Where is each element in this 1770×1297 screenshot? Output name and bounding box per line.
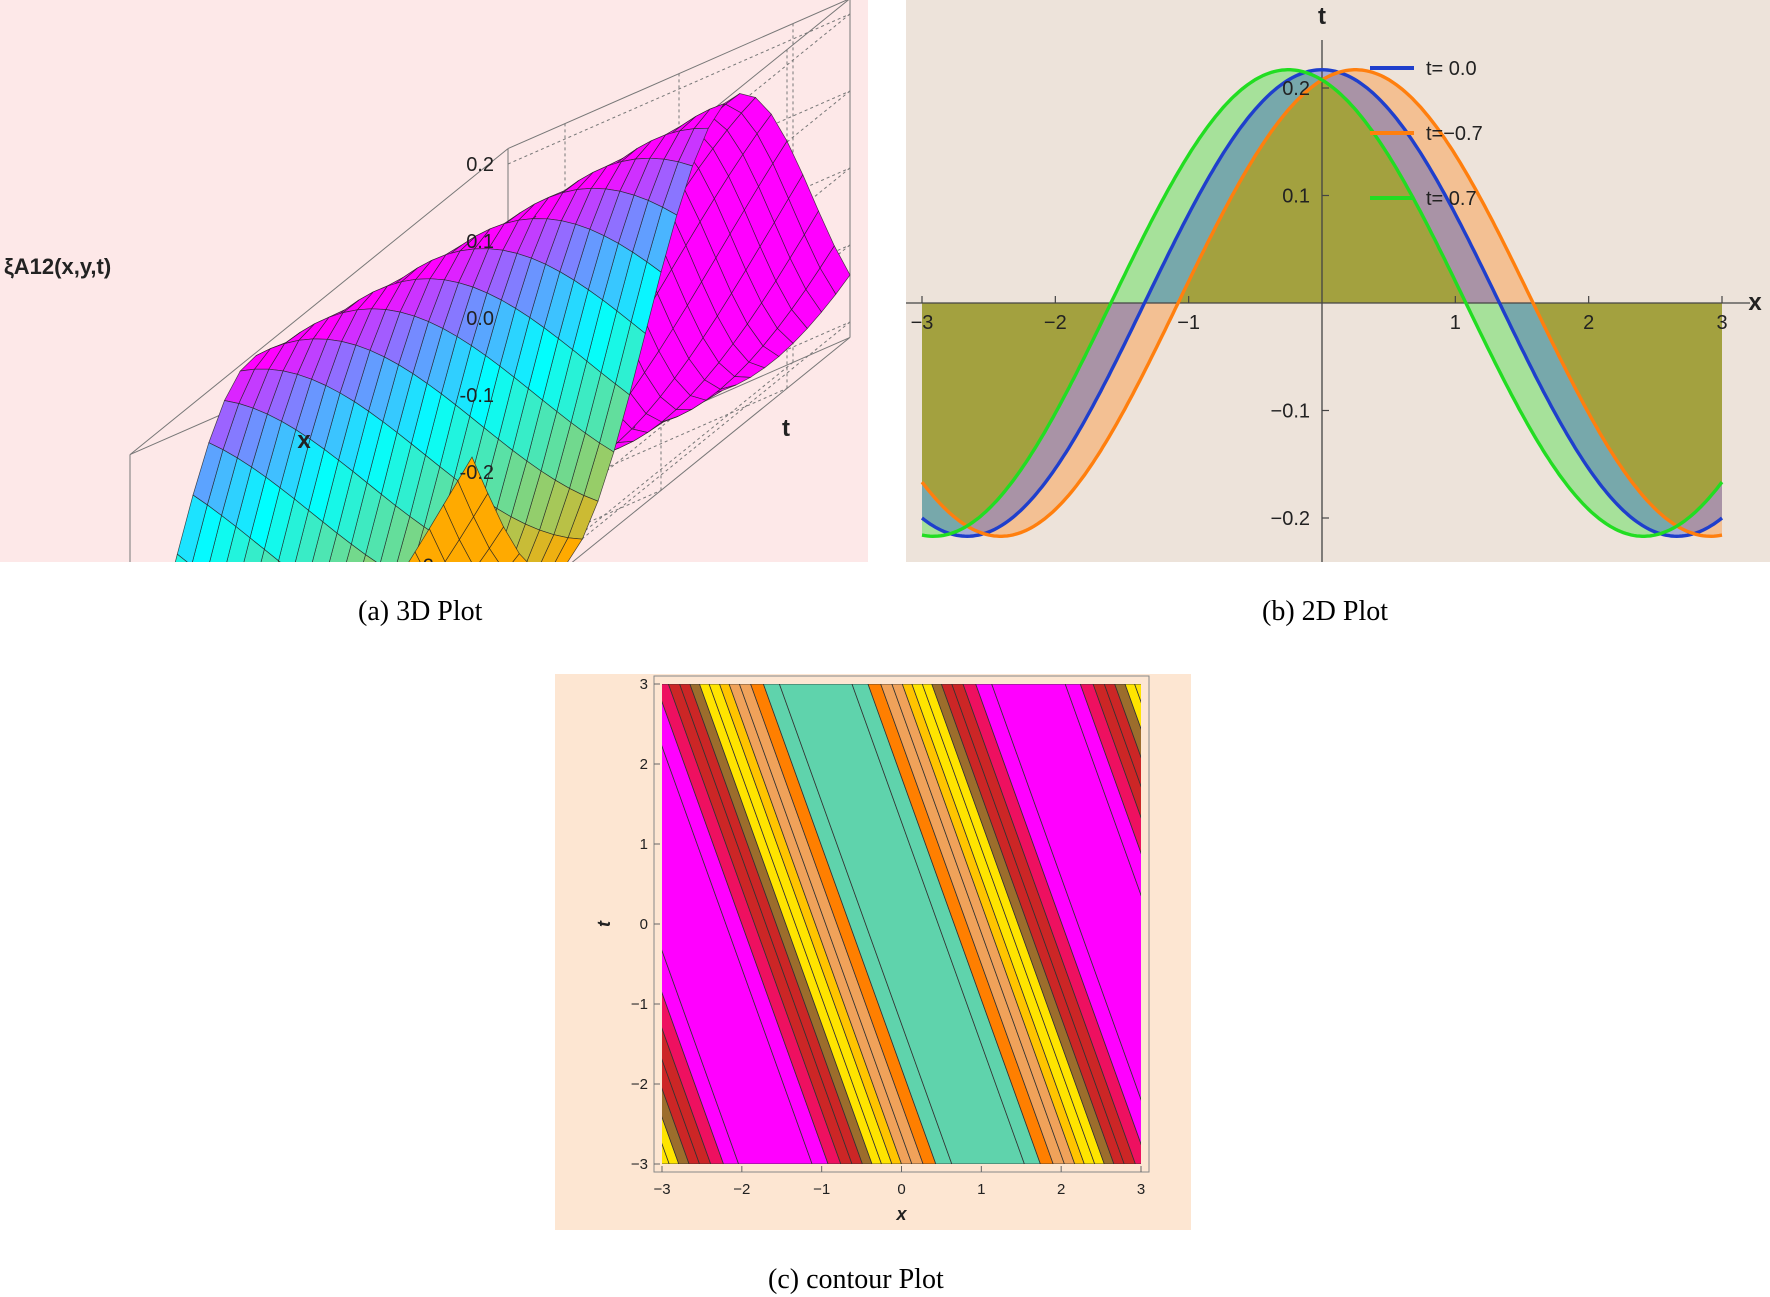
y-tick-label: −3 [631, 1156, 648, 1173]
caption-contour-plot: (c) contour Plot [768, 1264, 944, 1295]
contour-band [867, 684, 1054, 1164]
box-edge [507, 13, 851, 165]
x-axis-label: x [895, 1204, 907, 1224]
contour-band [679, 684, 863, 1164]
contour-band [738, 684, 924, 1164]
contour-band [667, 684, 853, 1164]
contour-band [991, 684, 1141, 1101]
y-tick-label: 3 [640, 676, 648, 693]
x-tick-label: 2 [1057, 1181, 1065, 1198]
contour-band [851, 684, 1041, 1164]
legend-label: t=−0.7 [1426, 123, 1483, 145]
contour-band [1134, 684, 1141, 703]
x-axis-label: x [1748, 289, 1762, 316]
z-tick-label: 0.0 [466, 308, 494, 330]
x-tick-label: −3 [911, 312, 934, 334]
contour-band [719, 684, 902, 1164]
contour-band [962, 684, 1141, 1164]
x-tick-label: −3 [653, 1181, 670, 1198]
contour-band [662, 1142, 670, 1164]
x-tick-label: 3 [1137, 1181, 1145, 1198]
contour-band [911, 684, 1096, 1164]
y-tick-label: −0.2 [1271, 508, 1310, 530]
z-tick-label: 0.2 [466, 154, 494, 176]
z-tick-label: 0.1 [466, 231, 494, 253]
contour-band [728, 684, 913, 1164]
contour-band [662, 684, 842, 1164]
x-tick-label: 3 [1716, 312, 1727, 334]
contour-chart: −3 −2 −1 0 1 2 3 3 2 1 0 −1 −2 −3 x t [555, 674, 1191, 1230]
y-tick-label: −1 [631, 996, 648, 1013]
y-tick-label: 0.1 [1282, 186, 1310, 208]
y-axis-label: t [594, 920, 614, 927]
y-axis-label: t [1318, 3, 1326, 30]
series-line [920, 67, 1724, 539]
contour-band [1103, 684, 1141, 788]
x-tick-label: -2 [416, 555, 434, 562]
box-edge [507, 0, 849, 150]
contour-band [1064, 684, 1141, 897]
panel-contour-plot: −3 −2 −1 0 1 2 3 3 2 1 0 −1 −2 −3 x t [555, 674, 1191, 1230]
x-tick-label: −1 [1177, 312, 1200, 334]
contour-band [1079, 684, 1141, 855]
contour-band [901, 684, 1085, 1164]
x-tick-label: −1 [813, 1181, 830, 1198]
series-line [921, 68, 1724, 539]
contour-band [708, 684, 893, 1164]
panel-3d-plot: 0.20.10.0-0.1-0.2-202-202xtξA12(x,y,t) [0, 0, 868, 794]
contour-band [891, 684, 1076, 1164]
y-tick-label: 2 [640, 756, 648, 773]
box-edge [129, 148, 509, 455]
legend-label: t= 0.0 [1426, 58, 1477, 80]
contour-band [762, 684, 953, 1164]
contour-band [1092, 684, 1141, 819]
contour-band [921, 684, 1105, 1164]
z-axis-label: ξA12(x,y,t) [4, 254, 111, 279]
contour-band [931, 684, 1115, 1164]
contour-band [699, 684, 882, 1164]
caption-2d-plot: (b) 2D Plot [1262, 596, 1388, 627]
contour-band [750, 684, 937, 1164]
y-tick-label: −0.1 [1271, 401, 1310, 423]
contour-band [1114, 684, 1141, 759]
x-tick-label: 1 [977, 1181, 985, 1198]
legend: t= 0.0 t=−0.7 t= 0.7 [1370, 58, 1483, 210]
caption-3d-plot: (a) 3D Plot [358, 596, 483, 627]
x-tick-label: −2 [733, 1181, 750, 1198]
legend-label: t= 0.7 [1426, 188, 1477, 210]
y-tick-label: 0 [640, 916, 648, 933]
t-axis-label: t [782, 415, 790, 442]
x-tick-label: −2 [1044, 312, 1067, 334]
y-tick-label: 0.2 [1282, 78, 1310, 100]
contour-bands [662, 684, 1141, 1164]
x-axis-label: x [297, 427, 311, 454]
contour-band [880, 684, 1065, 1164]
contour-band [689, 684, 873, 1164]
z-tick-label: -0.2 [460, 462, 494, 484]
contour-band [951, 684, 1136, 1164]
surface-3d-chart: 0.20.10.0-0.1-0.2-202-202xtξA12(x,y,t) [0, 0, 868, 794]
y-tick-label: 1 [640, 836, 648, 853]
contour-band [1124, 684, 1141, 730]
contour-band [940, 684, 1125, 1164]
contour-band [778, 684, 1025, 1164]
panel-2d-plot: −3 −2 −1 1 2 3 0.2 0.1 −0.1 −0.2 x t t= 0.0 t=−0.7 t= … [906, 0, 1770, 562]
x-tick-label: 1 [1450, 312, 1461, 334]
z-tick-label: -0.1 [460, 385, 494, 407]
contour-band [975, 684, 1141, 1146]
y-tick-label: −2 [631, 1076, 648, 1093]
x-tick-label: 2 [1583, 312, 1594, 334]
x-tick-label: 0 [897, 1181, 905, 1198]
